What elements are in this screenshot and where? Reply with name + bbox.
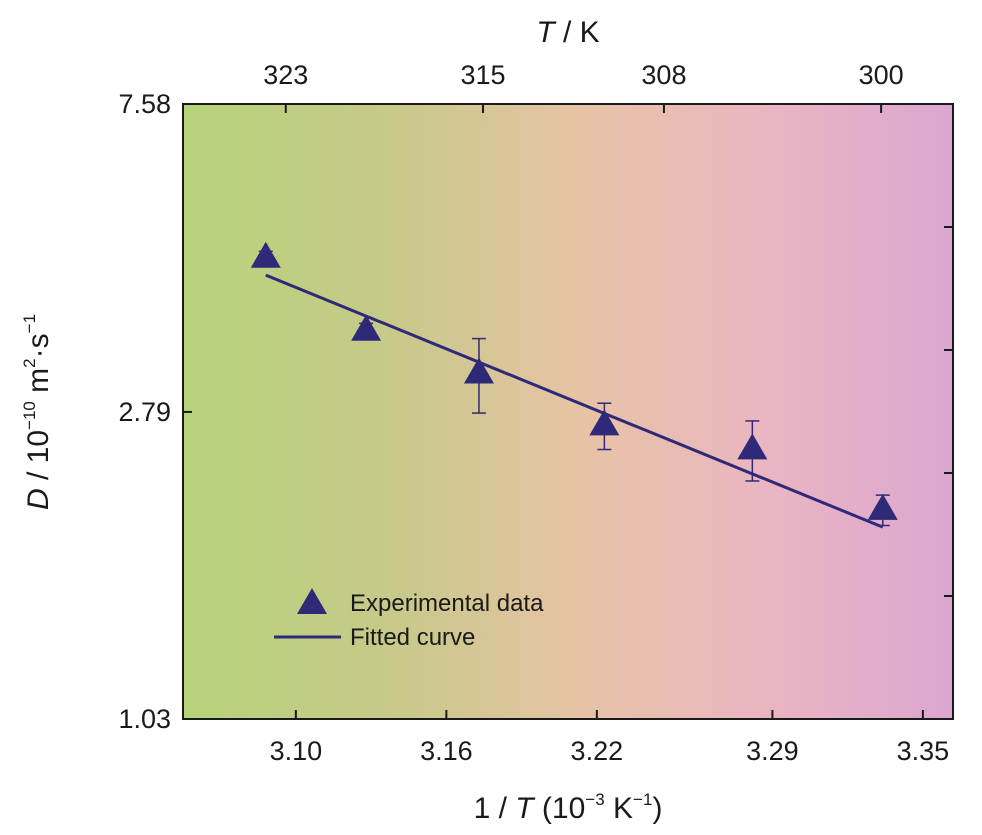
data-point-triangle [589, 409, 620, 436]
data-point-triangle [737, 433, 768, 460]
data-point-triangle [250, 241, 281, 268]
y-tick-label: 7.58 [118, 89, 171, 119]
x-tick-label: 3.22 [571, 736, 624, 766]
x-tick-label: 3.16 [420, 736, 473, 766]
x-tick-label: 3.10 [270, 736, 323, 766]
legend-label-experimental: Experimental data [350, 590, 544, 617]
top-tick-label: 315 [460, 60, 505, 90]
fitted-curve-line [265, 273, 884, 529]
right-axis-ticks [944, 226, 953, 597]
y-axis-ticks: 1.03 2.79 7.58 [118, 89, 192, 734]
x-tick-label: 3.35 [897, 736, 950, 766]
x-tick-label: 3.29 [746, 736, 799, 766]
y-tick-label: 2.79 [118, 397, 171, 427]
x-axis-ticks: 3.10 3.16 3.22 3.29 3.35 [270, 710, 950, 766]
legend: Experimental data Fitted curve [274, 588, 544, 651]
plot-background [183, 104, 953, 719]
top-axis-ticks: 323 315 308 300 [263, 60, 904, 113]
x-axis-title: 1 / T (10−3 K−1) [474, 790, 663, 825]
data-point-triangle [463, 357, 494, 384]
top-axis-title: T / K [536, 16, 599, 49]
legend-marker-triangle [297, 588, 327, 614]
data-series [250, 241, 898, 529]
top-tick-label: 308 [641, 60, 686, 90]
data-point-triangle [867, 493, 898, 520]
top-tick-label: 300 [859, 60, 904, 90]
y-tick-label: 1.03 [118, 704, 171, 734]
data-point-triangle [351, 314, 382, 341]
legend-label-fitted: Fitted curve [350, 624, 475, 651]
y-axis-title: D / 10−10 m2·s−1 [20, 314, 55, 510]
top-tick-label: 323 [263, 60, 308, 90]
